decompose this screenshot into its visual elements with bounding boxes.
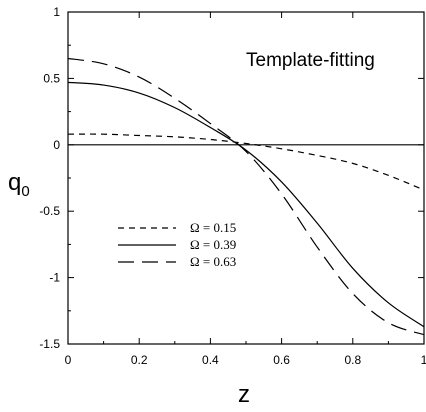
y-tick-label: -1 <box>49 271 60 285</box>
series-line-3 <box>68 57 424 336</box>
y-tick-label: 0.5 <box>43 71 60 85</box>
x-tick-label: 0.8 <box>344 353 361 367</box>
ticks-group: 0 0.2 0.4 0.6 0.8 1 -1.5 -1 -0.5 0 0.5 1 <box>39 5 426 367</box>
y-axis-label: q0 <box>8 169 30 200</box>
x-tick-label: 0 <box>65 353 72 367</box>
chart-annotation: Template-fitting <box>246 50 375 71</box>
series-line-1 <box>68 133 424 191</box>
x-axis-label: z <box>238 381 250 408</box>
series-line-2 <box>68 81 424 328</box>
x-tick-label: 0.6 <box>273 353 290 367</box>
y-axis-label-subscript: 0 <box>21 183 29 200</box>
y-axis-label-main: q <box>8 169 21 196</box>
legend-label-2: Ω = 0.39 <box>190 237 236 252</box>
y-tick-label: 0 <box>53 138 60 152</box>
x-tick-label: 0.4 <box>202 353 219 367</box>
y-tick-label: 1 <box>53 5 60 19</box>
x-tick-label: 1 <box>421 353 426 367</box>
series-group <box>68 57 424 336</box>
x-tick-label: 0.2 <box>131 353 148 367</box>
legend-label-3: Ω = 0.63 <box>190 254 236 269</box>
legend-label-1: Ω = 0.15 <box>190 220 236 235</box>
y-tick-label: -0.5 <box>39 204 60 218</box>
y-tick-label: -1.5 <box>39 337 60 351</box>
legend: Ω = 0.15 Ω = 0.39 Ω = 0.63 <box>118 220 236 269</box>
